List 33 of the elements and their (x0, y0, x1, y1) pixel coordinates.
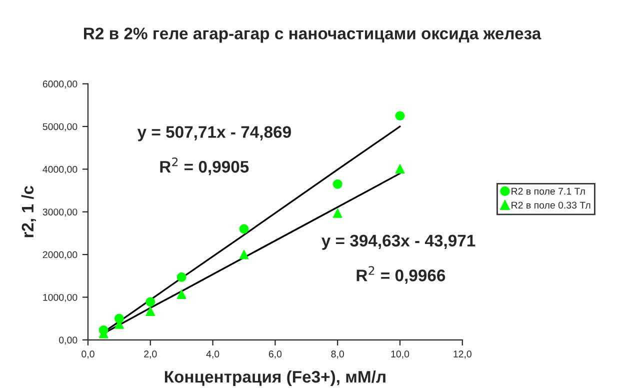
x-tick-label: 10,0 (391, 350, 410, 359)
x-tick-label: 12,0 (454, 350, 472, 359)
point (176, 289, 186, 299)
point (146, 306, 156, 316)
annotation: R$^{2}$ = 0,9966 (356, 266, 446, 284)
point (332, 208, 342, 218)
point (239, 250, 249, 260)
point (332, 179, 342, 189)
legend-label: R2 в поле 0.33 Тл (512, 202, 590, 209)
y-tick-label: 1000,00 (43, 294, 78, 302)
y-tick-label: 6000,00 (42, 80, 78, 89)
y-tick-label: 4000,00 (42, 166, 78, 174)
y-tick-label: 3000,00 (42, 208, 78, 217)
chart-title: R2 в 2% геле агар-агар с наночастицами оксида железа (84, 28, 542, 43)
y-tick-label: 2000,00 (42, 251, 78, 260)
point (176, 272, 186, 282)
legend-label: R2 в поле 7.1 Тл (512, 188, 585, 195)
y-tick-label: 5000,00 (42, 123, 78, 132)
point (239, 224, 249, 234)
x-tick-label: 8,0 (331, 350, 344, 359)
x-tick-label: 0,0 (82, 350, 94, 359)
x-tick-label: 2,0 (144, 350, 157, 359)
point (395, 111, 405, 121)
x-tick-label: 6,0 (268, 350, 282, 359)
point (395, 164, 405, 174)
y-axis-title: r2, 1 /c (21, 186, 36, 238)
annotation: R$^{2}$ = 0,9905 (160, 157, 249, 176)
annotation: y = 507,71x - 74,869 (137, 126, 291, 142)
y-tick-label: 0,00 (59, 336, 78, 345)
annotation: y = 394,63x - 43,971 (321, 234, 476, 250)
x-axis-title: Концентрация (Fe3+), мМ/л (164, 370, 386, 386)
point (146, 297, 156, 307)
x-tick-label: 4,0 (206, 350, 220, 359)
